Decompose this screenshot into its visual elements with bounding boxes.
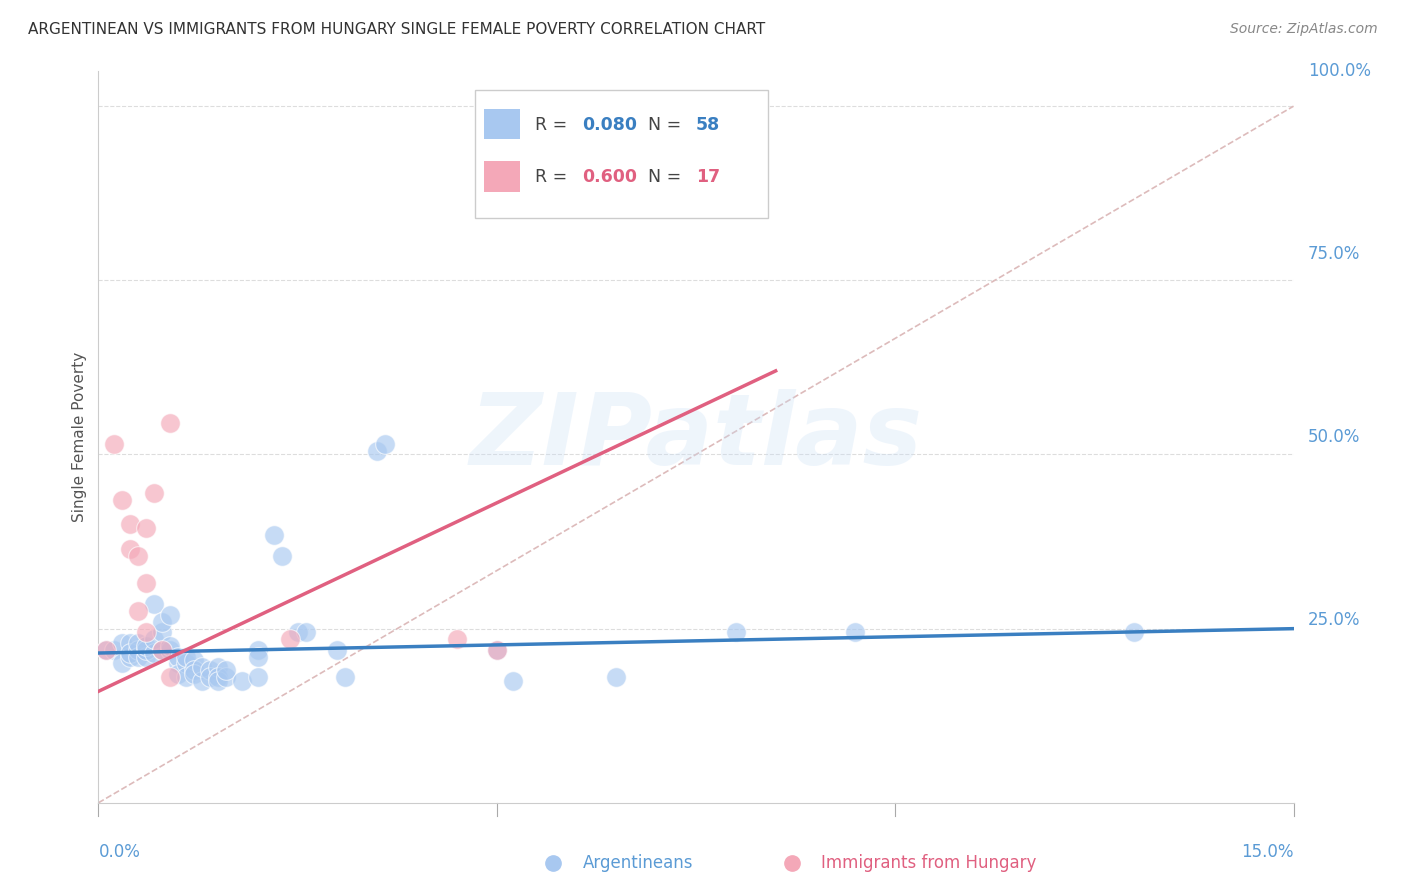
Point	[120, 635, 142, 649]
Point	[120, 541, 142, 556]
Point	[246, 642, 269, 657]
Point	[143, 485, 166, 500]
Point	[485, 642, 508, 657]
Point	[150, 642, 173, 657]
Point	[159, 639, 181, 653]
Point	[167, 649, 190, 664]
Point	[263, 527, 285, 541]
Point	[135, 521, 157, 535]
Point	[502, 673, 524, 688]
Text: 17: 17	[696, 169, 720, 186]
Point	[120, 517, 142, 532]
Point	[198, 670, 221, 684]
Point	[215, 664, 238, 678]
Text: N =: N =	[648, 116, 688, 134]
Text: 50.0%: 50.0%	[1308, 428, 1360, 446]
Point	[111, 492, 134, 507]
Point	[159, 642, 181, 657]
Point	[127, 635, 149, 649]
Point	[446, 632, 468, 646]
Text: 0.600: 0.600	[582, 169, 637, 186]
Point	[103, 437, 125, 451]
Point	[215, 670, 238, 684]
Text: 58: 58	[696, 116, 720, 134]
Point	[174, 670, 197, 684]
Point	[150, 625, 173, 640]
Point	[96, 642, 118, 657]
Point	[111, 635, 134, 649]
Text: 100.0%: 100.0%	[1308, 62, 1371, 80]
Point	[1123, 625, 1146, 640]
Point	[191, 660, 214, 674]
Point	[135, 642, 157, 657]
Point	[135, 625, 157, 640]
Point	[183, 667, 205, 681]
Text: R =: R =	[534, 116, 572, 134]
Text: N =: N =	[648, 169, 688, 186]
Point	[207, 673, 229, 688]
Text: R =: R =	[534, 169, 572, 186]
Point	[183, 664, 205, 678]
Point	[120, 646, 142, 660]
Point	[335, 670, 357, 684]
Point	[143, 646, 166, 660]
Point	[135, 649, 157, 664]
Point	[103, 642, 125, 657]
Point	[198, 664, 221, 678]
Point	[724, 625, 747, 640]
Point	[231, 673, 253, 688]
Point	[485, 642, 508, 657]
Y-axis label: Single Female Poverty: Single Female Poverty	[72, 352, 87, 522]
Point	[159, 416, 181, 430]
Point	[127, 549, 149, 563]
Point	[278, 632, 301, 646]
Point	[844, 625, 866, 640]
Point	[167, 657, 190, 671]
Point	[150, 615, 173, 629]
Point	[174, 657, 197, 671]
Point	[143, 597, 166, 611]
Point	[167, 667, 190, 681]
Point	[127, 604, 149, 618]
FancyBboxPatch shape	[475, 89, 768, 218]
Point	[135, 576, 157, 591]
Point	[127, 649, 149, 664]
Point	[96, 642, 118, 657]
Point	[159, 607, 181, 622]
Text: 0.0%: 0.0%	[98, 843, 141, 861]
Text: 0.080: 0.080	[582, 116, 637, 134]
Point	[159, 670, 181, 684]
Point	[120, 649, 142, 664]
FancyBboxPatch shape	[485, 109, 520, 139]
Text: 25.0%: 25.0%	[1308, 611, 1361, 629]
Point	[246, 670, 269, 684]
Point	[191, 673, 214, 688]
Point	[294, 625, 316, 640]
FancyBboxPatch shape	[485, 161, 520, 192]
Text: ZIPatlas: ZIPatlas	[470, 389, 922, 485]
Point	[605, 670, 627, 684]
Point	[374, 437, 396, 451]
Text: Source: ZipAtlas.com: Source: ZipAtlas.com	[1230, 22, 1378, 37]
Text: ARGENTINEAN VS IMMIGRANTS FROM HUNGARY SINGLE FEMALE POVERTY CORRELATION CHART: ARGENTINEAN VS IMMIGRANTS FROM HUNGARY S…	[28, 22, 765, 37]
Point	[207, 660, 229, 674]
Point	[207, 670, 229, 684]
Text: Immigrants from Hungary: Immigrants from Hungary	[821, 854, 1036, 871]
Point	[135, 639, 157, 653]
Point	[183, 653, 205, 667]
Point	[287, 625, 309, 640]
Point	[326, 642, 349, 657]
Text: Argentineans: Argentineans	[582, 854, 693, 871]
Text: 15.0%: 15.0%	[1241, 843, 1294, 861]
Point	[111, 657, 134, 671]
Point	[270, 549, 292, 563]
Point	[127, 642, 149, 657]
Text: 75.0%: 75.0%	[1308, 245, 1360, 263]
Point	[150, 642, 173, 657]
Point	[246, 649, 269, 664]
Point	[143, 632, 166, 646]
Point	[174, 649, 197, 664]
Point	[366, 444, 388, 458]
